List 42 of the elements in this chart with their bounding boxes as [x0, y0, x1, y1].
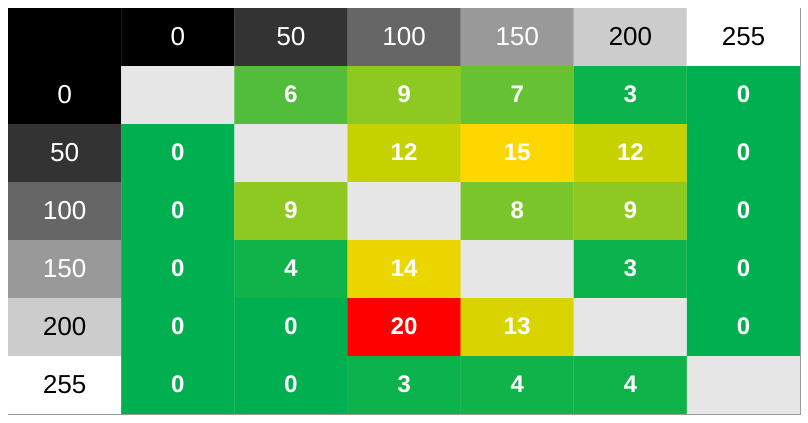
data-label: 4 — [624, 371, 638, 398]
y-tick-label: 0 — [57, 79, 72, 109]
data-label: 0 — [736, 139, 750, 166]
data-label: 0 — [171, 255, 184, 282]
data-label: 6 — [284, 81, 298, 108]
data-label: 4 — [510, 371, 524, 398]
data-label: 0 — [171, 371, 184, 398]
data-label: 0 — [171, 139, 184, 166]
x-tick-label: 50 — [276, 21, 306, 51]
data-label: 13 — [504, 313, 530, 340]
data-label: 12 — [390, 139, 418, 166]
data-label: 0 — [736, 313, 750, 340]
y-tick-label: 150 — [42, 253, 86, 283]
data-label: 0 — [284, 313, 298, 340]
x-tick-label: 150 — [495, 21, 539, 51]
data-label: 3 — [624, 81, 637, 108]
data-label: 0 — [736, 255, 750, 282]
data-label: 0 — [736, 197, 750, 224]
x-tick-label: 100 — [382, 21, 426, 51]
data-label: 8 — [510, 197, 524, 224]
y-tick-label: 50 — [50, 137, 80, 167]
data-label: 0 — [736, 81, 750, 108]
data-label: 20 — [390, 313, 418, 340]
x-tick-label: 200 — [608, 21, 652, 51]
y-tick-label: 100 — [42, 195, 86, 225]
data-label: 9 — [397, 81, 411, 108]
data-label: 0 — [171, 313, 184, 340]
data-label: 3 — [397, 371, 411, 398]
y-tick-label: 255 — [42, 369, 86, 399]
data-label: 7 — [510, 81, 524, 108]
data-label: 9 — [624, 197, 637, 224]
data-label: 0 — [284, 371, 298, 398]
data-label: 0 — [171, 197, 184, 224]
data-label: 3 — [624, 255, 637, 282]
data-label: 15 — [504, 139, 530, 166]
x-tick-label: 0 — [170, 21, 185, 51]
data-label: 9 — [284, 197, 298, 224]
data-label: 4 — [284, 255, 298, 282]
data-label: 12 — [616, 139, 644, 166]
y-tick-label: 200 — [42, 311, 86, 341]
data-label: 14 — [390, 255, 418, 282]
x-tick-label: 255 — [722, 21, 766, 51]
